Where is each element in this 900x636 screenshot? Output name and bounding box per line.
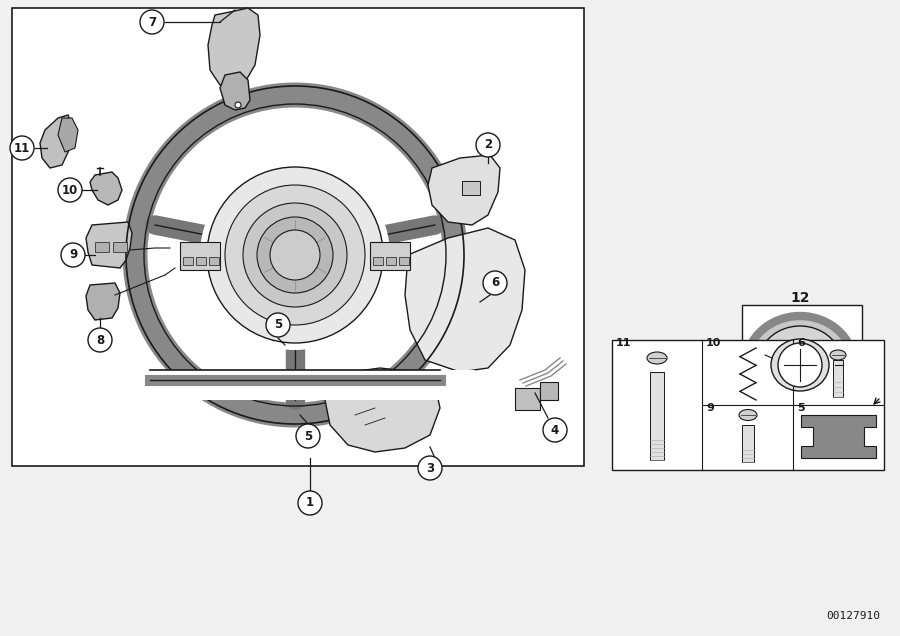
Bar: [833, 360, 843, 397]
Bar: [650, 372, 664, 460]
Text: 1: 1: [306, 497, 314, 509]
Ellipse shape: [830, 350, 846, 360]
Ellipse shape: [758, 326, 842, 404]
Bar: [515, 388, 540, 410]
Text: 9: 9: [706, 403, 714, 413]
Bar: [113, 242, 127, 252]
Text: 6: 6: [491, 277, 500, 289]
Polygon shape: [801, 415, 876, 458]
Bar: [612, 340, 884, 470]
Circle shape: [243, 203, 347, 307]
Bar: [180, 242, 220, 270]
Text: 00127910: 00127910: [826, 611, 880, 621]
Bar: [209, 257, 219, 265]
Circle shape: [270, 230, 320, 280]
Text: 11: 11: [616, 338, 632, 348]
Circle shape: [266, 313, 290, 337]
Polygon shape: [58, 118, 78, 152]
Circle shape: [88, 328, 112, 352]
Text: 12: 12: [790, 291, 810, 305]
Text: 8: 8: [96, 333, 104, 347]
Circle shape: [58, 178, 82, 202]
Circle shape: [257, 217, 333, 293]
Polygon shape: [90, 172, 122, 205]
Polygon shape: [86, 283, 120, 320]
Bar: [370, 242, 410, 270]
Text: 5: 5: [304, 429, 312, 443]
Circle shape: [543, 418, 567, 442]
Text: 4: 4: [551, 424, 559, 436]
Polygon shape: [405, 228, 525, 372]
Circle shape: [476, 133, 500, 157]
Polygon shape: [115, 370, 475, 400]
Text: 10: 10: [62, 184, 78, 197]
Circle shape: [296, 424, 320, 448]
Ellipse shape: [739, 410, 757, 420]
Polygon shape: [325, 368, 440, 452]
Polygon shape: [127, 210, 147, 260]
Bar: [196, 257, 206, 265]
Bar: [742, 305, 862, 430]
Polygon shape: [220, 72, 250, 110]
Text: 10: 10: [706, 338, 722, 348]
Ellipse shape: [647, 352, 667, 364]
Bar: [540, 382, 558, 400]
Bar: [462, 181, 480, 195]
Circle shape: [225, 185, 365, 325]
Ellipse shape: [746, 316, 854, 414]
Circle shape: [61, 243, 85, 267]
Text: 9: 9: [69, 249, 77, 261]
Polygon shape: [86, 222, 132, 268]
Circle shape: [140, 10, 164, 34]
Text: 3: 3: [426, 462, 434, 474]
Text: 11: 11: [14, 141, 30, 155]
Bar: [183, 257, 193, 265]
Circle shape: [200, 160, 390, 350]
Circle shape: [10, 136, 34, 160]
Bar: [399, 257, 409, 265]
Text: 5: 5: [797, 403, 805, 413]
Polygon shape: [428, 155, 500, 225]
Circle shape: [207, 167, 383, 343]
Text: 5: 5: [274, 319, 282, 331]
Text: 2: 2: [484, 139, 492, 151]
Circle shape: [778, 343, 822, 387]
Ellipse shape: [771, 339, 829, 391]
Circle shape: [418, 456, 442, 480]
Bar: [95, 242, 109, 252]
Text: 6: 6: [797, 338, 805, 348]
Bar: [742, 425, 754, 462]
Circle shape: [298, 491, 322, 515]
Text: 7: 7: [148, 15, 156, 29]
Bar: [386, 257, 396, 265]
Circle shape: [483, 271, 507, 295]
Polygon shape: [40, 115, 72, 168]
Circle shape: [235, 102, 241, 108]
Polygon shape: [208, 8, 260, 90]
Bar: [12, 8, 584, 466]
Polygon shape: [443, 210, 463, 260]
Bar: [373, 257, 383, 265]
